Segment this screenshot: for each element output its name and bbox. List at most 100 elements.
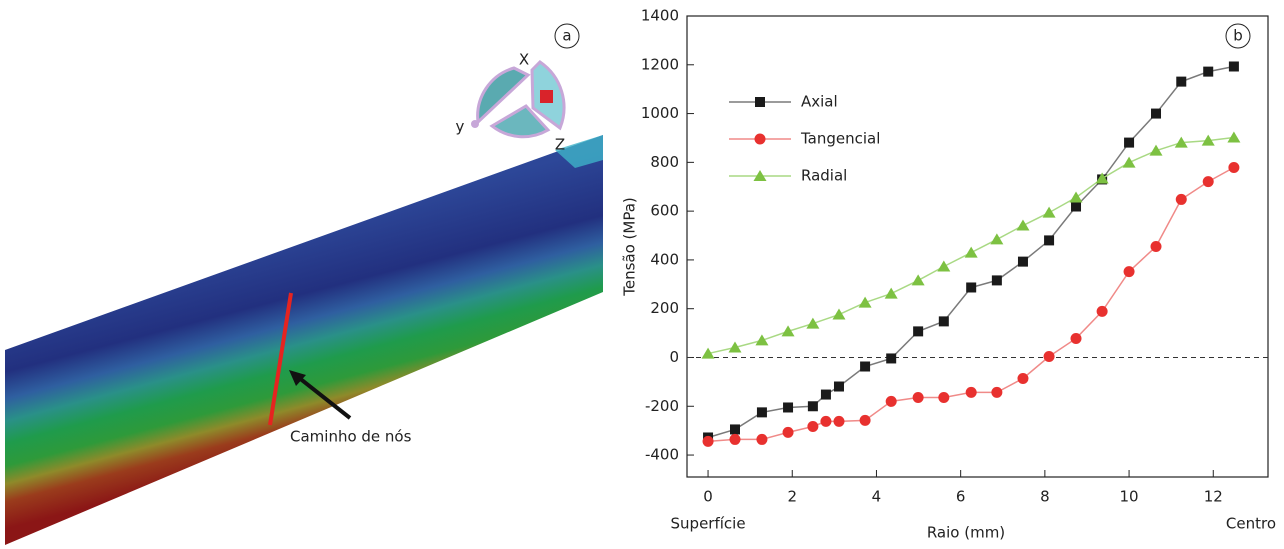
data-point — [1151, 108, 1162, 119]
data-point — [1016, 219, 1030, 231]
beam-end — [555, 135, 603, 168]
data-point — [965, 386, 977, 398]
data-point — [807, 421, 819, 433]
panel-label: a — [562, 27, 571, 45]
data-point — [781, 325, 795, 337]
data-point — [1227, 131, 1241, 143]
data-point — [782, 426, 794, 438]
data-point — [858, 296, 872, 308]
y-tick-label: 1200 — [641, 55, 679, 73]
data-point — [1228, 61, 1239, 72]
series-line — [707, 65, 1235, 439]
plot-frame — [686, 15, 1269, 478]
right-annotation: Centro — [1226, 515, 1276, 533]
axis-label: y — [456, 118, 465, 136]
axis-label: Z — [555, 136, 565, 154]
panel-circle — [1225, 23, 1251, 49]
data-point — [912, 391, 924, 403]
triad-face — [476, 66, 531, 126]
data-point — [913, 326, 924, 337]
data-point — [938, 316, 949, 327]
data-point — [728, 341, 742, 353]
data-point — [859, 414, 871, 426]
data-point — [937, 260, 951, 272]
data-point — [1017, 256, 1028, 267]
path-label: Caminho de nós — [290, 428, 412, 446]
data-point — [820, 415, 832, 427]
data-point — [1174, 136, 1188, 148]
data-point — [701, 347, 715, 359]
data-point — [1096, 305, 1108, 317]
data-point — [1044, 235, 1055, 246]
y-tick-label: 1400 — [641, 7, 679, 25]
x-tick-label: 12 — [1204, 488, 1223, 506]
legend-marker — [753, 170, 767, 181]
data-point — [832, 308, 846, 320]
data-point — [991, 386, 1003, 398]
data-point — [729, 433, 741, 445]
x-tick-label: 2 — [787, 488, 797, 506]
x-tick-label: 10 — [1120, 488, 1139, 506]
chart: -400 -200 0 200 400 600 800 1000 1200 1400 0 2 4 6 8 10… — [621, 7, 1277, 542]
data-point — [1201, 134, 1215, 146]
y-tick-label: -200 — [645, 397, 679, 415]
data-point — [756, 407, 767, 418]
data-point — [1176, 76, 1187, 87]
node-path — [268, 292, 293, 426]
data-point — [1070, 332, 1082, 344]
data-point — [1017, 372, 1029, 384]
data-point — [911, 274, 925, 286]
triad-face — [489, 104, 551, 139]
triad-marker — [540, 90, 553, 103]
x-tick-label: 8 — [1040, 488, 1050, 506]
data-point — [1043, 351, 1055, 363]
y-axis-label: Tensão (MPa) — [621, 197, 639, 297]
legend-marker — [754, 133, 766, 145]
data-point — [1042, 206, 1056, 218]
left-annotation: Superfície — [671, 515, 746, 533]
y-tick-label: 0 — [669, 348, 679, 366]
data-point — [884, 287, 898, 299]
data-point — [807, 401, 818, 412]
legend-label: Axial — [801, 93, 838, 111]
triad-origin — [471, 120, 479, 128]
x-tick-label: 0 — [703, 488, 713, 506]
data-point — [990, 233, 1004, 245]
data-point — [1203, 66, 1214, 77]
x-tick-label: 6 — [956, 488, 966, 506]
beam-model — [5, 135, 603, 545]
data-point — [1124, 137, 1135, 148]
data-point — [886, 353, 897, 364]
data-point — [833, 381, 844, 392]
data-point — [729, 424, 740, 435]
x-tick-label: 4 — [872, 488, 882, 506]
panel-label: b — [1233, 27, 1243, 45]
x-axis-label: Raio (mm) — [927, 524, 1005, 542]
data-point — [991, 275, 1002, 286]
data-point — [860, 361, 871, 372]
data-point — [1150, 241, 1162, 252]
legend-marker — [755, 97, 765, 107]
panel-circle — [554, 23, 580, 49]
axis-label: X — [519, 51, 529, 69]
data-point — [1122, 156, 1136, 168]
data-point — [1202, 176, 1214, 188]
data-point — [964, 246, 978, 258]
series-line — [707, 166, 1235, 443]
data-point — [1071, 201, 1082, 212]
data-point — [1069, 191, 1083, 203]
data-point — [783, 402, 794, 413]
data-point — [833, 415, 845, 427]
data-point — [702, 435, 714, 447]
y-tick-label: 400 — [650, 250, 679, 268]
data-point — [885, 395, 897, 407]
arrow-head — [289, 370, 306, 386]
data-point — [1175, 193, 1187, 205]
data-point — [1123, 266, 1135, 278]
data-point — [1095, 172, 1109, 184]
y-tick-label: 200 — [650, 299, 679, 317]
legend-label: Tangencial — [800, 130, 880, 148]
y-tick-label: 600 — [650, 202, 679, 220]
data-point — [966, 282, 977, 293]
